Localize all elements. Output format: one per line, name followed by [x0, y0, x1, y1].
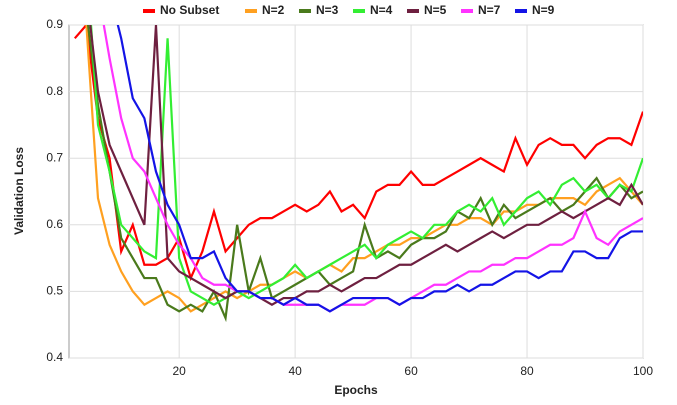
legend-label: N=3 [316, 3, 339, 17]
series-line [73, 25, 643, 282]
y-tick-label: 0.9 [46, 17, 63, 31]
legend-label: N=5 [424, 3, 447, 17]
lines [73, 25, 643, 323]
y-tick-label: 0.4 [46, 350, 63, 364]
series-line [89, 25, 643, 306]
x-tick-label: 60 [404, 364, 418, 378]
y-tick-label: 0.8 [46, 84, 63, 98]
y-tick-label: 0.5 [46, 284, 63, 298]
x-axis-label: Epochs [334, 383, 378, 397]
x-tick-label: 20 [172, 364, 186, 378]
legend-label: N=9 [532, 3, 555, 17]
x-tick-label: 80 [520, 364, 534, 378]
y-tick-label: 0.7 [46, 150, 63, 164]
x-tick-label: 40 [288, 364, 302, 378]
x-tick-label: 100 [633, 364, 653, 378]
y-tick-label: 0.6 [46, 217, 63, 231]
series-line [102, 25, 643, 313]
series-line [116, 25, 643, 313]
legend-label: N=2 [262, 3, 285, 17]
legend-label: N=7 [478, 3, 501, 17]
y-axis-label: Validation Loss [12, 147, 26, 235]
legend-label: No Subset [160, 3, 219, 17]
series-line [89, 25, 643, 306]
legend-label: N=4 [370, 3, 393, 17]
